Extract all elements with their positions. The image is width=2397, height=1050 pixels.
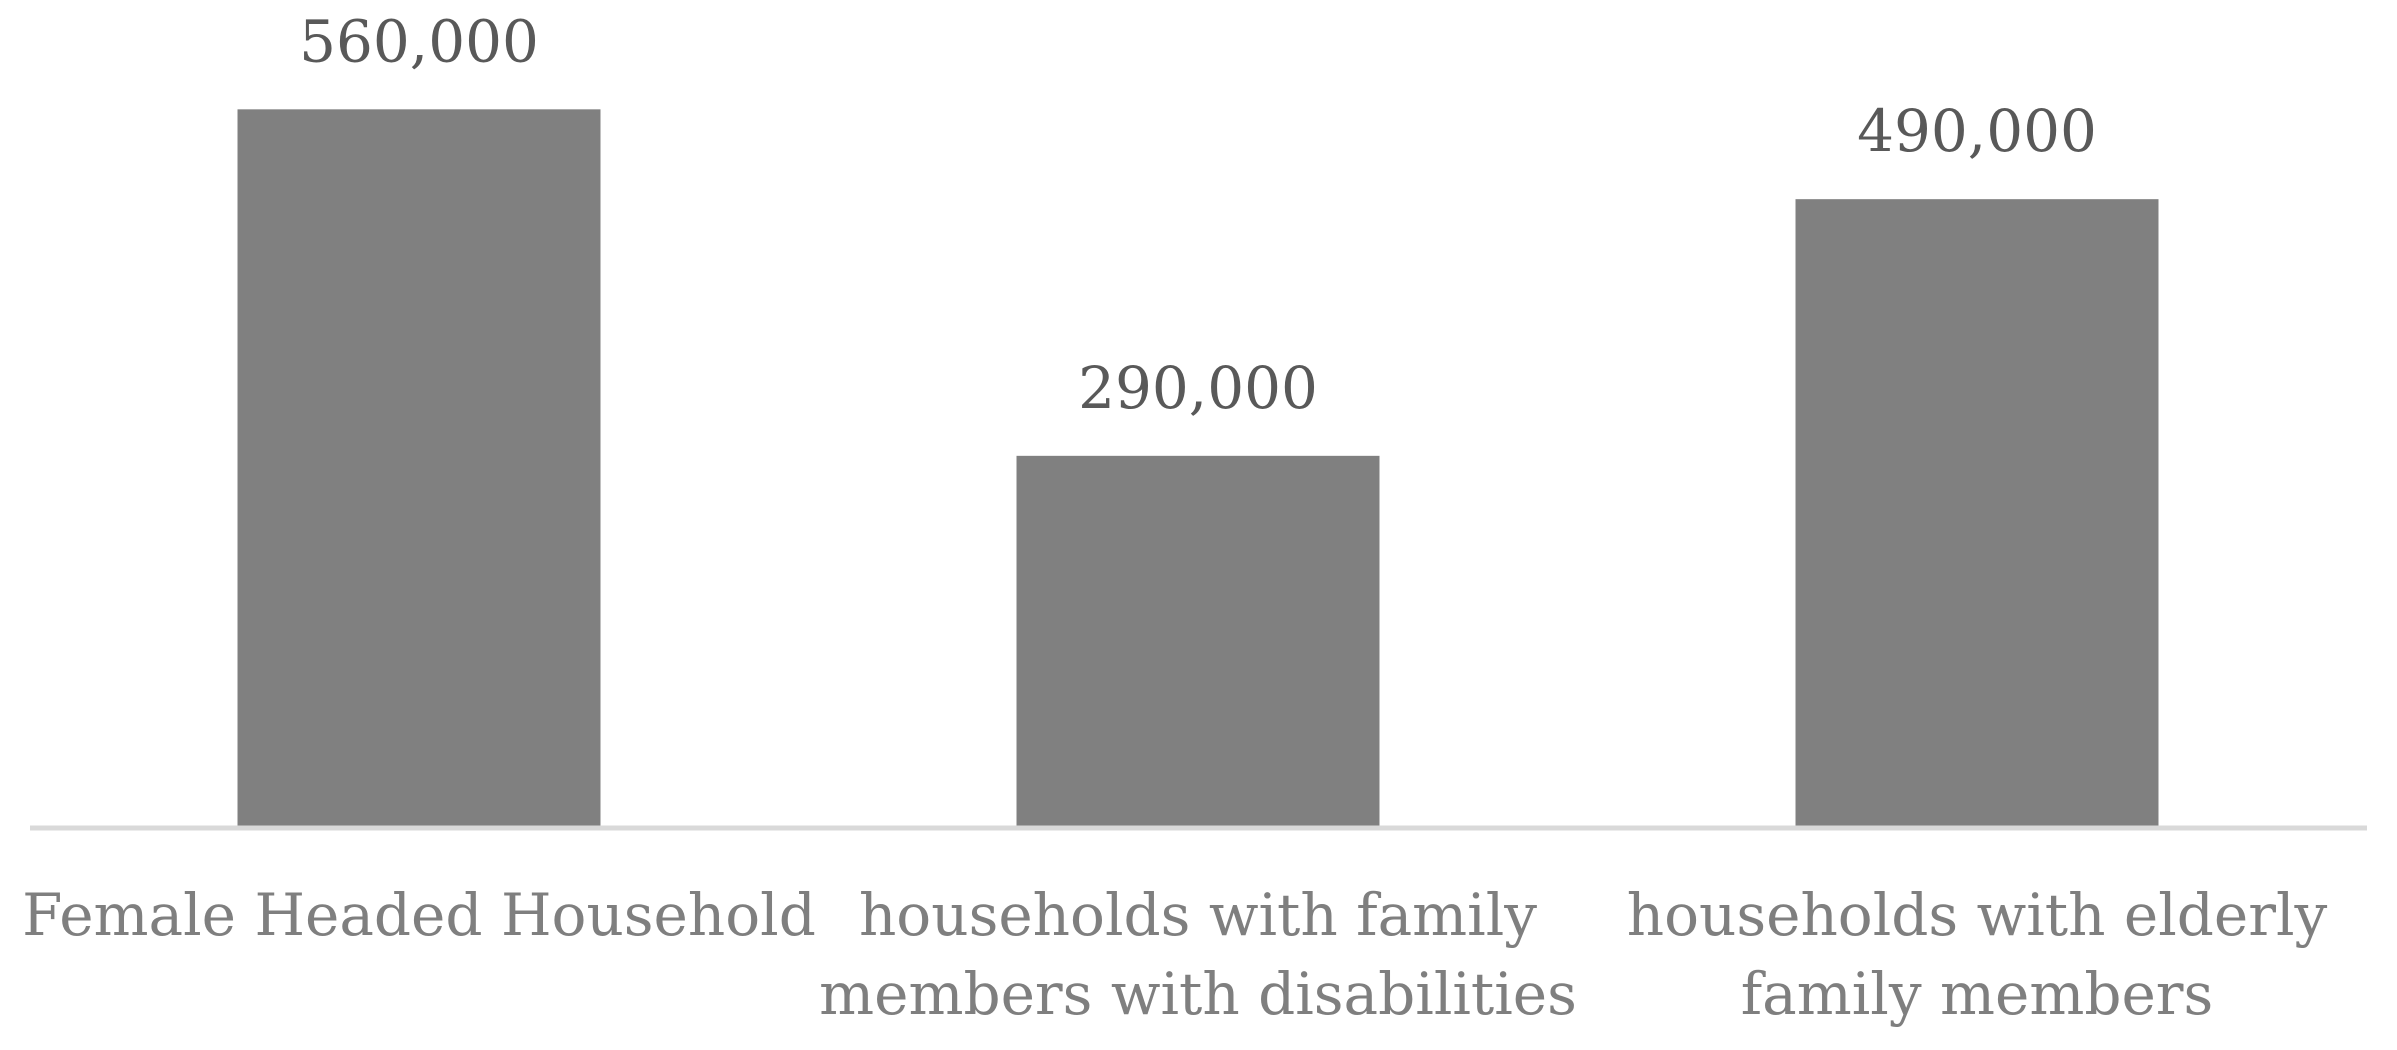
bar-1 <box>1016 455 1380 828</box>
bars-group <box>237 109 2159 829</box>
value-labels-group: 560,000 290,000 490,000 <box>299 7 2097 422</box>
category-label-2-line-0: households with elderly <box>1627 881 2328 949</box>
value-label-2: 490,000 <box>1857 97 2097 165</box>
value-label-0: 560,000 <box>299 7 539 75</box>
bar-0 <box>237 109 601 829</box>
category-labels-group: Female Headed Household households with f… <box>22 881 2327 1028</box>
category-label-0-line-0: Female Headed Household <box>22 881 816 949</box>
bar-2 <box>1795 199 2159 828</box>
category-label-1-line-0: households with family <box>859 881 1537 949</box>
category-label-1-line-1: members with disabilities <box>819 960 1577 1028</box>
category-label-2-line-1: family members <box>1741 960 2214 1028</box>
value-label-1: 290,000 <box>1078 354 1318 422</box>
